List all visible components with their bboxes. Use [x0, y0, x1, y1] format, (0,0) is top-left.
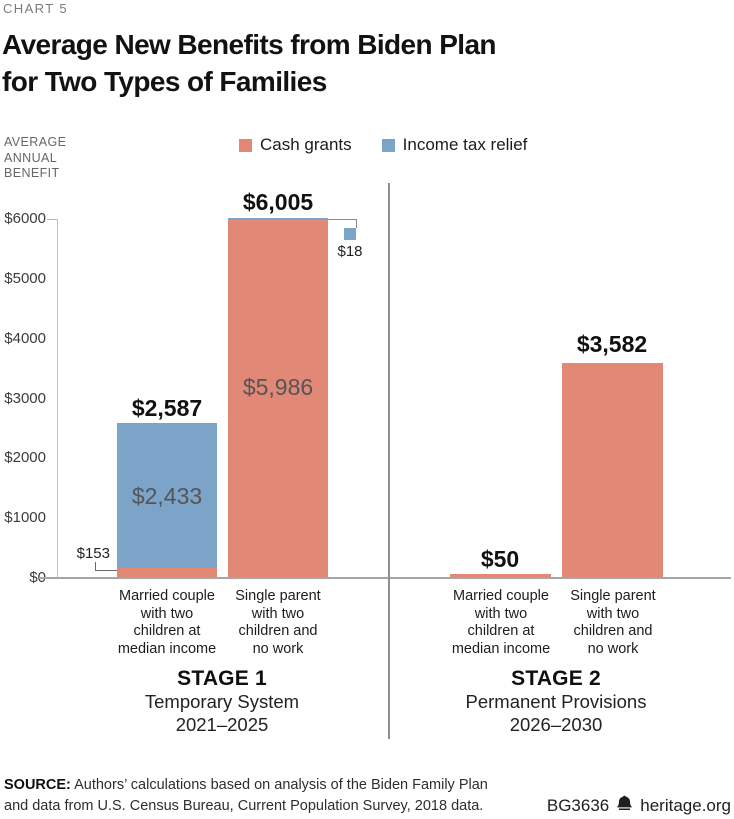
y-axis-line [57, 219, 58, 578]
y-tick-0: $0 [29, 569, 46, 586]
y-tick-3000: $3000 [4, 390, 46, 407]
bar-stage1-married-cash-grants [117, 567, 217, 577]
site-link[interactable]: heritage.org [640, 795, 731, 815]
y-tick-2000: $2000 [4, 449, 46, 466]
bar-stage1-single-income-tax-relief [228, 217, 328, 220]
x-axis-baseline [39, 577, 731, 579]
callout-line-153-horizontal [95, 570, 117, 571]
value-label-total-stage2-single: $3,582 [576, 331, 648, 357]
value-label-cash-stage1-single: $5,986 [242, 374, 314, 400]
chart-title-line1: Average New Benefits from Biden Plan [2, 29, 497, 60]
category-label-stage2-single: Single parent with two children and no w… [570, 588, 656, 657]
value-label-total-stage2-married: $50 [480, 546, 520, 572]
callout-line-153-vertical [95, 562, 96, 570]
legend-label-income-tax-relief: Income tax relief [402, 135, 528, 154]
source-prefix: SOURCE: [4, 777, 71, 793]
category-label-stage1-single: Single parent with two children and no w… [235, 588, 321, 657]
category-label-stage1-married: Married couple with two children at medi… [117, 588, 217, 657]
source-text: Authors’ calculations based on analysis … [4, 777, 488, 814]
bar-stage1-single-cash-grants [228, 219, 328, 577]
heritage-bell-icon [616, 795, 633, 816]
y-tick-5000: $5000 [4, 270, 46, 287]
chart-title: Average New Benefits from Biden Plan for… [2, 26, 497, 100]
stage1-title: STAGE 1 [177, 667, 267, 690]
stage1-label-block: STAGE 1 Temporary System 2021–2025 [107, 666, 337, 736]
tax-relief-callout-swatch-icon [344, 228, 356, 240]
value-label-total-stage1-single: $6,005 [242, 189, 314, 215]
stage2-system: Permanent Provisions [465, 691, 647, 712]
y-tick-4000: $4000 [4, 330, 46, 347]
value-label-cash-stage1-married: $153 [76, 545, 110, 562]
stage1-system: Temporary System [144, 691, 300, 712]
value-label-tax-stage1-married: $2,433 [131, 483, 203, 509]
category-label-stage2-married: Married couple with two children at medi… [451, 588, 551, 657]
y-axis-label: AVERAGE ANNUAL BENEFIT [4, 135, 67, 180]
bar-stage2-married-cash-grants [450, 574, 551, 577]
income-tax-relief-swatch-icon [381, 138, 395, 152]
y-tick-6000: $6000 [4, 210, 46, 227]
stage2-title: STAGE 2 [511, 667, 601, 690]
brand-line: BG3636 heritage.org [547, 795, 731, 816]
callout-line-18-vertical [356, 219, 357, 228]
stage1-years: 2021–2025 [175, 713, 269, 735]
source-note: SOURCE: Authors’ calculations based on a… [4, 775, 509, 816]
bar-stage2-single-cash-grants [562, 363, 663, 577]
bar-stage1-married-income-tax-relief [117, 422, 217, 568]
report-id: BG3636 [546, 795, 610, 815]
cash-grants-swatch-icon [239, 138, 252, 152]
y-axis-top-tick [47, 219, 57, 220]
value-label-total-stage1-married: $2,587 [131, 395, 203, 421]
value-label-tax-stage1-single: $18 [337, 243, 363, 260]
legend: Cash grants Income tax relief [239, 135, 527, 155]
y-tick-1000: $1000 [4, 509, 46, 526]
stage2-label-block: STAGE 2 Permanent Provisions 2026–2030 [441, 666, 671, 736]
stage-divider-line [388, 183, 390, 739]
callout-line-18-horizontal [328, 219, 357, 220]
chart-title-line2: for Two Types of Families [2, 66, 327, 97]
legend-label-cash-grants: Cash grants [260, 135, 352, 154]
chart-kicker: CHART 5 [3, 1, 68, 16]
stage2-years: 2026–2030 [509, 713, 603, 735]
